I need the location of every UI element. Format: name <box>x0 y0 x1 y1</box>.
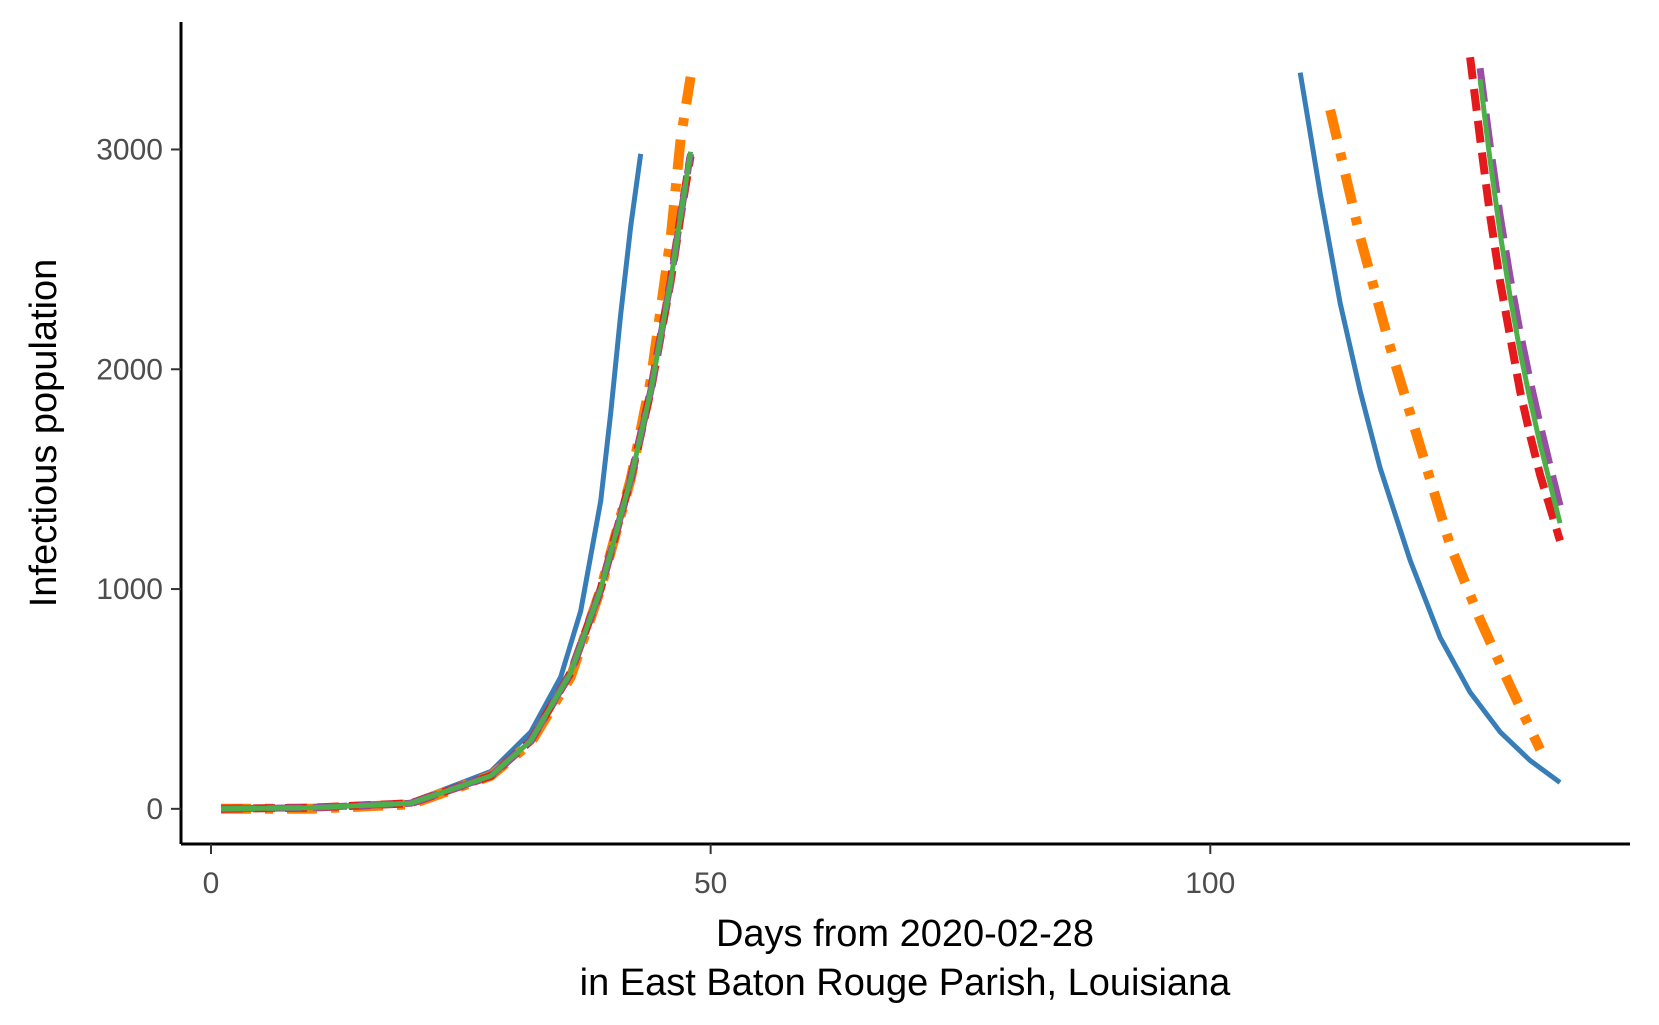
series-3-segment-1 <box>1476 67 1564 507</box>
y-axis-title: Infectious population <box>23 259 65 608</box>
x-ticks: 0 50 100 <box>203 844 1235 900</box>
series-2-segment-1 <box>1466 56 1564 542</box>
x-tick-label: 100 <box>1185 867 1235 900</box>
y-tick-label: 3000 <box>96 133 163 166</box>
series-2-segment-0 <box>220 155 695 813</box>
series-0-segment-0 <box>220 153 644 812</box>
x-tick-label: 0 <box>203 867 220 900</box>
series-0-segment-1 <box>1297 72 1562 785</box>
y-tick-label: 2000 <box>96 353 163 386</box>
plot-lines <box>220 56 1564 814</box>
series-1-segment-0 <box>221 76 696 814</box>
series-4-segment-1 <box>1477 78 1563 524</box>
series-3-segment-0 <box>220 153 695 813</box>
x-axis-title-line1: Days from 2020-02-28 <box>716 913 1094 955</box>
y-ticks: 0 1000 2000 3000 <box>96 133 181 826</box>
series-4-segment-0 <box>220 151 694 812</box>
y-tick-label: 0 <box>146 793 163 826</box>
y-tick-label: 1000 <box>96 573 163 606</box>
series-1-segment-1 <box>1325 108 1545 752</box>
x-axis-title-line2: in East Baton Rouge Parish, Louisiana <box>580 962 1232 1004</box>
x-tick-label: 50 <box>694 867 727 900</box>
